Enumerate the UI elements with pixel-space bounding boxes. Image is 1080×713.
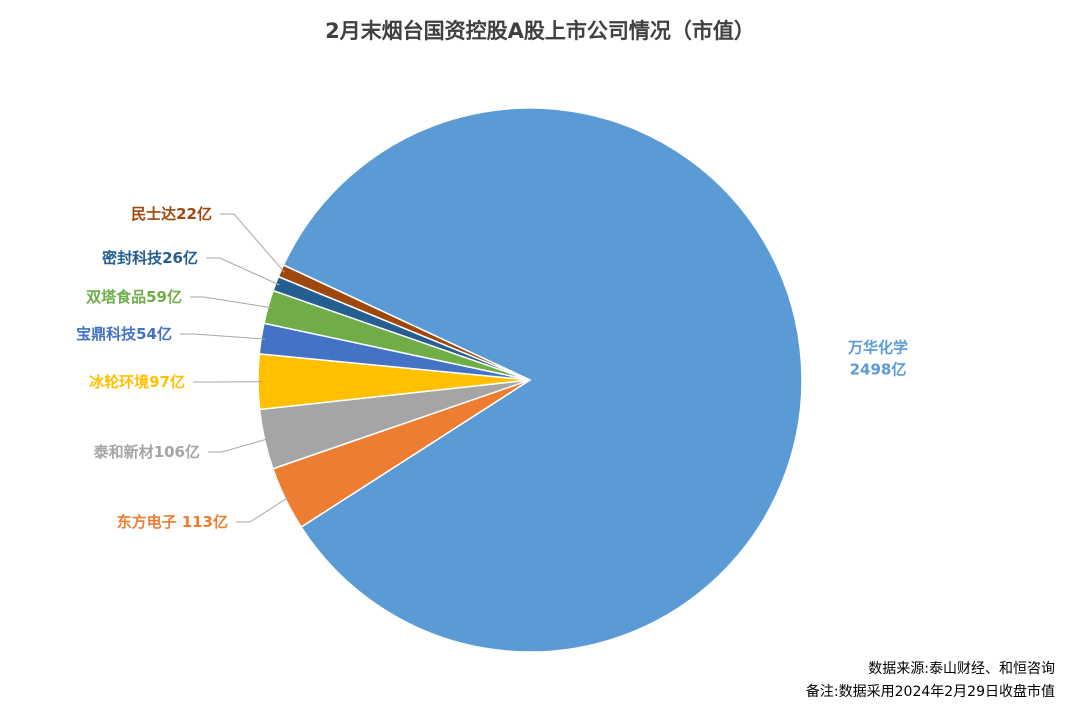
category-name: 双塔食品 xyxy=(86,288,146,306)
category-name: 东方电子 xyxy=(117,513,177,531)
value-label: 59亿 xyxy=(146,288,182,306)
value-label: 2498亿 xyxy=(850,361,907,379)
category-name: 密封科技 xyxy=(102,249,163,267)
pie-slice xyxy=(282,107,803,653)
value-label: 97亿 xyxy=(149,373,185,391)
data-label: 双塔食品59亿 xyxy=(86,288,182,306)
leader-line xyxy=(206,257,280,286)
leader-line xyxy=(190,296,272,309)
category-name: 泰和新材 xyxy=(93,443,154,461)
category-name: 民士达 xyxy=(131,205,176,223)
value-label: 106亿 xyxy=(154,443,200,461)
category-name: 万华化学 xyxy=(847,339,908,357)
source-note: 数据来源:泰山财经、和恒咨询 xyxy=(868,661,1055,677)
data-label: 泰和新材106亿 xyxy=(93,443,200,461)
pie-slice xyxy=(277,264,531,381)
data-label: 密封科技26亿 xyxy=(102,249,198,267)
leader-line xyxy=(236,496,290,523)
value-label: 113亿 xyxy=(182,513,228,531)
value-label: 26亿 xyxy=(162,249,198,267)
leader-line xyxy=(180,333,266,340)
data-label: 民士达22亿 xyxy=(131,205,212,223)
data-label: 宝鼎科技54亿 xyxy=(76,325,172,343)
chart-title: 2月末烟台国资控股A股上市公司情况（市值） xyxy=(325,19,755,43)
leader-line xyxy=(208,438,269,453)
footnote: 备注:数据采用2024年2月29日收盘市值 xyxy=(806,683,1055,700)
category-name: 冰轮环境 xyxy=(89,373,149,391)
value-label: 22亿 xyxy=(176,205,212,223)
data-label: 冰轮环境97亿 xyxy=(89,373,185,391)
data-label: 东方电子 113亿 xyxy=(117,513,228,531)
category-name: 宝鼎科技 xyxy=(76,325,137,343)
leader-line xyxy=(220,213,285,273)
value-label: 54亿 xyxy=(136,325,172,343)
